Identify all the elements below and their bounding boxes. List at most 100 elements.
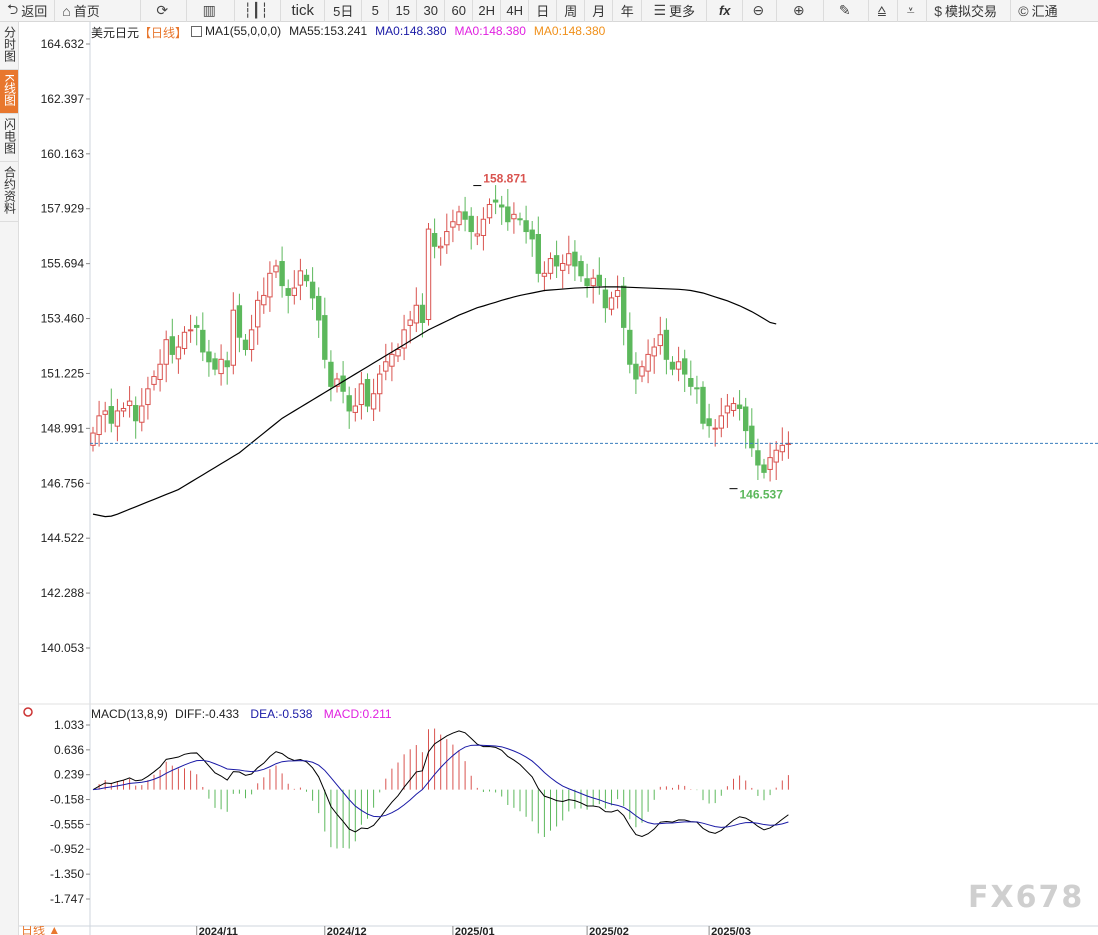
ma0-value-b: MA0:148.380	[454, 24, 526, 38]
sidebar-item-kline[interactable]: K线图	[0, 70, 18, 115]
candle-body	[383, 361, 389, 372]
candle-body	[309, 281, 316, 299]
period-5m[interactable]: 5	[362, 0, 390, 22]
period-label: 月	[592, 4, 606, 19]
macd-settings-icon[interactable]	[23, 707, 33, 717]
candle-body	[505, 206, 511, 223]
candle-body	[682, 358, 688, 375]
rate-button[interactable]: © 汇通	[1011, 0, 1064, 22]
triangle-up-icon: ⩠	[877, 2, 886, 18]
sidebar-item-contract[interactable]: 合约资料	[0, 162, 18, 223]
period-15m[interactable]: 15	[389, 0, 418, 22]
price-tick-label: 144.522	[41, 531, 85, 545]
diff-value: DIFF:-0.433	[175, 707, 240, 721]
candle-type-button[interactable]: ┆┃┆	[235, 0, 282, 22]
high-price-label: 158.871	[483, 172, 527, 186]
period-month[interactable]: 月	[585, 0, 614, 22]
period-label: 2H	[478, 3, 496, 18]
period-label: 年	[620, 4, 634, 19]
candle-body	[303, 274, 310, 282]
price-tick-label: 164.632	[41, 37, 85, 51]
price-tick-label: 162.397	[41, 92, 85, 106]
period-label: 30	[423, 3, 438, 18]
macd-tick-label: -0.158	[50, 793, 84, 807]
period-week[interactable]: 周	[557, 0, 586, 22]
date-tick-label: 2025/02	[589, 926, 629, 935]
candle-body	[230, 309, 237, 366]
candle-body	[511, 213, 517, 220]
draw-down-button[interactable]: ⩡	[898, 0, 928, 22]
candle-body	[456, 211, 462, 226]
zoom-out-icon: ⊖	[752, 2, 765, 18]
candle-body	[517, 218, 523, 221]
back-button[interactable]: ⮌ 返回	[0, 0, 56, 22]
draw-pen-button[interactable]: ✎	[824, 0, 870, 22]
formula-button[interactable]: fx	[707, 0, 744, 22]
period-5d[interactable]: 5日	[325, 0, 363, 22]
candle-body	[291, 287, 298, 296]
home-icon: ⌂	[62, 2, 71, 19]
period-label: 60	[451, 3, 466, 18]
candle-body	[492, 199, 499, 203]
candle-body	[706, 418, 712, 427]
bottom-period-tab[interactable]: 日线 ▲	[21, 926, 61, 935]
candle-body	[590, 277, 596, 287]
toolbar: ⮌ 返回 ⌂ 首页 ⟳ ▥ ┆┃┆ tick 5日 5 15 30 60 2H 4H…	[0, 0, 1098, 22]
sidebar-item-flash[interactable]: 闪电图	[0, 114, 18, 163]
candle-body	[724, 405, 731, 414]
candle-body	[364, 378, 371, 407]
candle-body	[407, 319, 413, 326]
candle-body	[663, 329, 670, 360]
candle-body	[688, 377, 694, 387]
kline-chart[interactable]: 164.632 162.397 160.163 157.929 155.694 153.4…	[19, 22, 1098, 935]
period-2h[interactable]: 2H	[473, 0, 502, 22]
candle-body	[761, 464, 767, 473]
ma0-value-c: MA0:148.380	[533, 24, 606, 38]
candle-body	[468, 215, 474, 233]
settings-icon[interactable]	[191, 26, 203, 37]
period-day[interactable]: 日	[529, 0, 558, 22]
candle-body	[645, 353, 651, 372]
candlestick-icon: ┆┃┆	[243, 2, 269, 18]
zoom-in-button[interactable]: ⊕	[777, 0, 825, 22]
candle-body	[242, 339, 249, 351]
draw-up-button[interactable]: ⩠	[869, 0, 899, 22]
zoom-out-button[interactable]: ⊖	[743, 0, 778, 22]
macd-tick-label: 0.239	[54, 768, 84, 782]
date-tick-label: 2024/11	[199, 926, 238, 935]
candle-body	[133, 405, 139, 422]
price-tick-label: 157.929	[41, 202, 85, 216]
candle-body	[181, 331, 188, 350]
candle-body	[450, 221, 456, 228]
dea-line	[92, 744, 789, 828]
sidebar-item-label: 分时图	[2, 26, 17, 62]
home-button[interactable]: ⌂ 首页	[55, 0, 142, 22]
rate-label: 汇通	[1031, 4, 1058, 19]
candle-body	[273, 265, 279, 273]
period-30m[interactable]: 30	[417, 0, 446, 22]
candle-body	[261, 294, 267, 306]
refresh-button[interactable]: ⟳	[141, 0, 188, 22]
more-button[interactable]: ☰ 更多	[642, 0, 708, 22]
candle-body	[279, 261, 285, 287]
tick-button[interactable]: tick	[281, 0, 326, 22]
candle-body	[779, 444, 785, 453]
candle-body	[529, 229, 535, 240]
fx-icon: fx	[718, 3, 731, 18]
candle-body	[669, 361, 676, 370]
period-60m[interactable]: 60	[445, 0, 474, 22]
candle-body	[358, 383, 365, 406]
period-year[interactable]: 年	[613, 0, 643, 22]
price-tick-label: 142.288	[41, 586, 85, 600]
copyright-icon: ©	[1018, 2, 1029, 19]
chart-type-button[interactable]: ▥	[187, 0, 236, 22]
candle-body	[352, 405, 359, 413]
price-tick-label: 153.460	[41, 312, 85, 326]
period-label: 5	[371, 3, 379, 18]
period-4h[interactable]: 4H	[501, 0, 530, 22]
candle-body	[651, 346, 657, 357]
sim-trade-button[interactable]: $ 模拟交易	[927, 0, 1012, 22]
sidebar-item-timeshare[interactable]: 分时图	[0, 22, 18, 70]
candle-body	[438, 245, 444, 249]
dollar-icon: $	[934, 2, 943, 19]
